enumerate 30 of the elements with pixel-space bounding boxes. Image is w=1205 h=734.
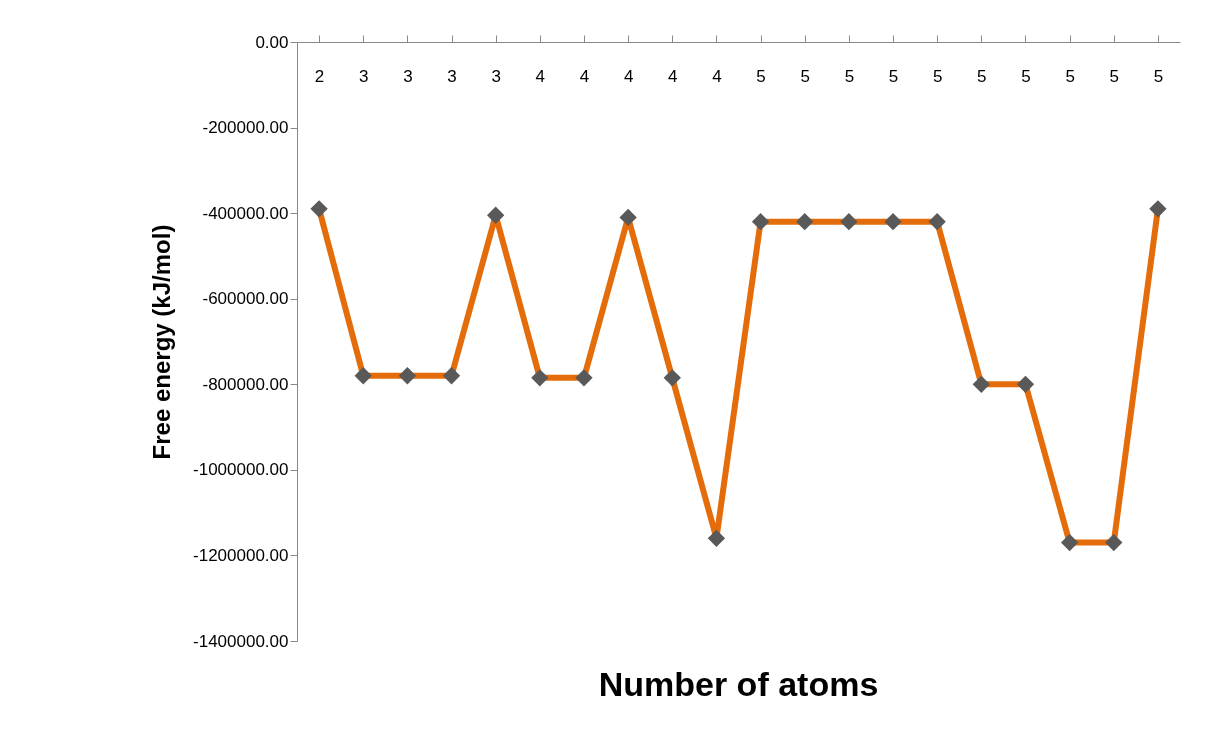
y-tick-label: -600000.00 (202, 289, 289, 309)
x-tick-label: 5 (1153, 66, 1164, 86)
x-tick-label: 3 (358, 66, 369, 86)
y-tick-label: -1400000.00 (193, 631, 289, 651)
x-tick-label: 5 (977, 66, 987, 86)
x-tick-label: 5 (1065, 66, 1075, 86)
x-tick-label: 5 (844, 66, 855, 86)
y-tick-label: -800000.00 (202, 374, 289, 394)
x-tick-label: 4 (535, 66, 546, 86)
x-tick-label: 5 (800, 66, 810, 86)
y-tick-label: 0.00 (255, 32, 289, 52)
x-tick-label: 5 (756, 66, 766, 86)
y-tick-label: -1200000.00 (193, 545, 289, 565)
y-tick-label: -1000000.00 (193, 460, 289, 480)
x-tick-label: 5 (1021, 66, 1031, 86)
x-tick-label: 3 (447, 66, 457, 86)
x-tick-label: 4 (623, 66, 634, 86)
x-tick-label: 5 (1109, 66, 1120, 86)
x-tick-label: 4 (712, 66, 722, 86)
x-tick-label: 4 (668, 66, 678, 86)
x-tick-label: 5 (888, 66, 899, 86)
y-tick-label: -400000.00 (202, 203, 289, 223)
x-tick-label: 2 (314, 66, 325, 86)
y-axis-title: Free energy (kJ/mol) (148, 224, 176, 460)
x-tick-label: 4 (579, 66, 590, 86)
x-tick-label: 3 (491, 66, 501, 86)
x-axis-title: Number of atoms (598, 665, 879, 703)
x-tick-label: 3 (403, 66, 413, 86)
x-tick-label: 5 (932, 66, 943, 86)
y-tick-label: -200000.00 (202, 118, 289, 138)
